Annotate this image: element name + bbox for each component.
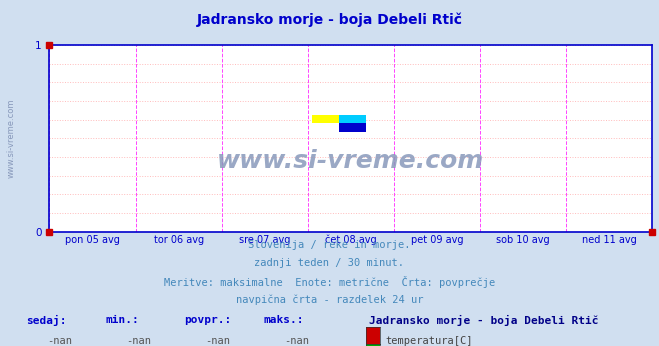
Text: -nan: -nan [284,336,309,346]
Text: -nan: -nan [205,336,230,346]
Bar [339,124,366,132]
Text: Jadransko morje - boja Debeli Rtič: Jadransko morje - boja Debeli Rtič [196,12,463,27]
Text: povpr.:: povpr.: [185,315,232,325]
Text: maks.:: maks.: [264,315,304,325]
Text: sedaj:: sedaj: [26,315,67,326]
Text: www.si-vreme.com: www.si-vreme.com [217,149,484,173]
Text: min.:: min.: [105,315,139,325]
Text: Meritve: maksimalne  Enote: metrične  Črta: povprečje: Meritve: maksimalne Enote: metrične Črta… [164,276,495,289]
Text: temperatura[C]: temperatura[C] [386,336,473,346]
Bar [339,115,366,124]
Bar [312,115,339,124]
Text: navpična črta - razdelek 24 ur: navpična črta - razdelek 24 ur [236,294,423,305]
Text: zadnji teden / 30 minut.: zadnji teden / 30 minut. [254,258,405,268]
Text: -nan: -nan [126,336,151,346]
Text: -nan: -nan [47,336,72,346]
Text: Jadransko morje - boja Debeli Rtič: Jadransko morje - boja Debeli Rtič [369,315,598,326]
Text: Slovenija / reke in morje.: Slovenija / reke in morje. [248,240,411,251]
Text: www.si-vreme.com: www.si-vreme.com [7,99,16,178]
